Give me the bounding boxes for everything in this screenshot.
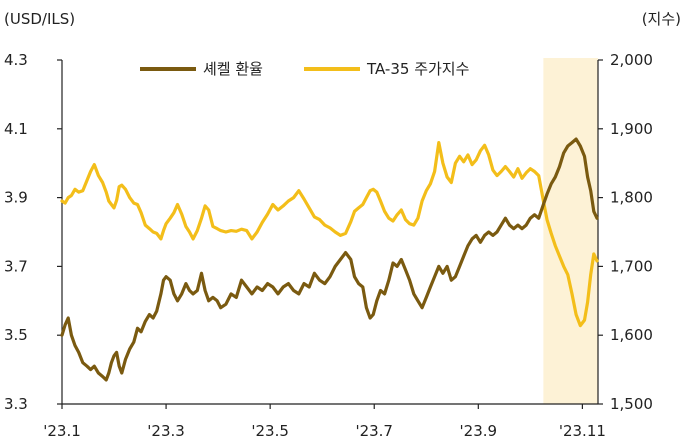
right-axis-unit: (지수): [642, 10, 681, 28]
left-axis-unit: (USD/ILS): [4, 10, 75, 28]
left-tick-label: 3.9: [4, 189, 28, 207]
series-line-fx: [60, 137, 599, 382]
left-tick-label: 3.7: [4, 257, 28, 275]
x-tick-label: '23.3: [147, 422, 185, 440]
x-tick-label: '23.1: [43, 422, 81, 440]
left-tick-label: 4.3: [4, 51, 28, 69]
x-tick-label: '23.9: [460, 422, 498, 440]
left-tick-label: 4.1: [4, 120, 28, 138]
right-tick-label: 1,900: [610, 120, 653, 138]
left-tick-label: 3.3: [4, 395, 28, 413]
series-line-ta35: [60, 141, 599, 328]
axes: 3.3 3.5 3.7 3.9 4.1 4.3 1,500 1,600 1,700 1,800 1,…: [4, 51, 653, 440]
series: [60, 137, 599, 382]
right-tick-label: 2,000: [610, 51, 653, 69]
legend-label-fx: 셰켈 환율: [203, 60, 263, 78]
x-tick-label: '23.5: [251, 422, 289, 440]
legend-label-ta35: TA-35 주가지수: [366, 60, 469, 78]
right-tick-label: 1,700: [610, 257, 653, 275]
right-tick-label: 1,800: [610, 189, 653, 207]
right-tick-label: 1,500: [610, 395, 653, 413]
x-tick-label: '23.7: [355, 422, 393, 440]
right-tick-label: 1,600: [610, 326, 653, 344]
x-tick-label: '23.11: [559, 422, 606, 440]
highlight-band: [543, 58, 598, 404]
legend: 셰켈 환율 TA-35 주가지수: [140, 60, 469, 78]
left-tick-label: 3.5: [4, 326, 28, 344]
